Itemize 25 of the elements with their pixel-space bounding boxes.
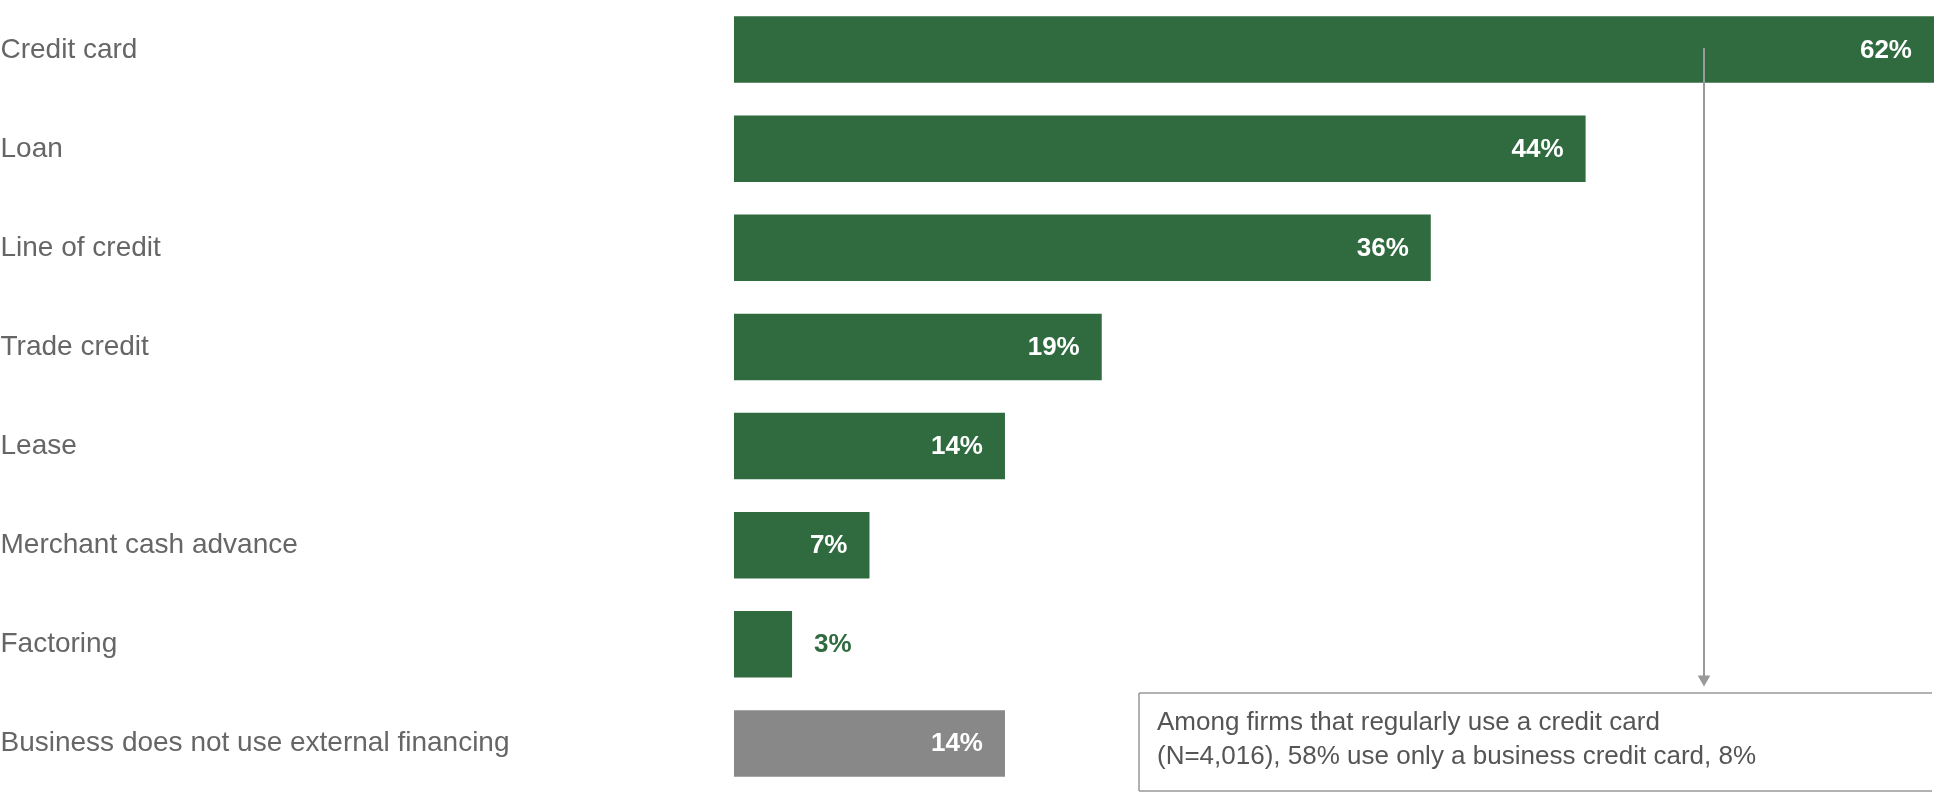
bar (734, 710, 1005, 777)
data-label: 14% (930, 430, 983, 461)
y-tick-label: Line of credit (0, 230, 162, 262)
bar (734, 412, 1005, 480)
data-label: 7% (809, 529, 848, 560)
y-tick-label: Factoring (0, 627, 118, 659)
bar (734, 313, 1102, 381)
bar (734, 115, 1586, 182)
data-label: 3% (814, 628, 852, 659)
bar (734, 16, 1934, 83)
annotation: Among firms that regularly use a credit card (N=4,016), 58% use only a business credit card, 8% (1157, 706, 1757, 770)
data-label: 36% (1356, 231, 1409, 262)
y-tick-label: Credit card (0, 32, 138, 64)
y-tick-label: Lease (0, 429, 77, 461)
bar (734, 611, 793, 678)
bar (734, 214, 1431, 282)
y-tick-label: Loan (0, 131, 63, 163)
bar (734, 511, 870, 579)
data-label: 44% (1511, 132, 1564, 163)
y-tick-label: Trade credit (0, 329, 150, 361)
data-label: 14% (930, 727, 983, 758)
y-tick-label: Business does not use external financing (0, 726, 510, 758)
data-label: 62% (1859, 33, 1912, 64)
y-tick-label: Merchant cash advance (0, 528, 298, 560)
data-label: 19% (1027, 330, 1080, 361)
